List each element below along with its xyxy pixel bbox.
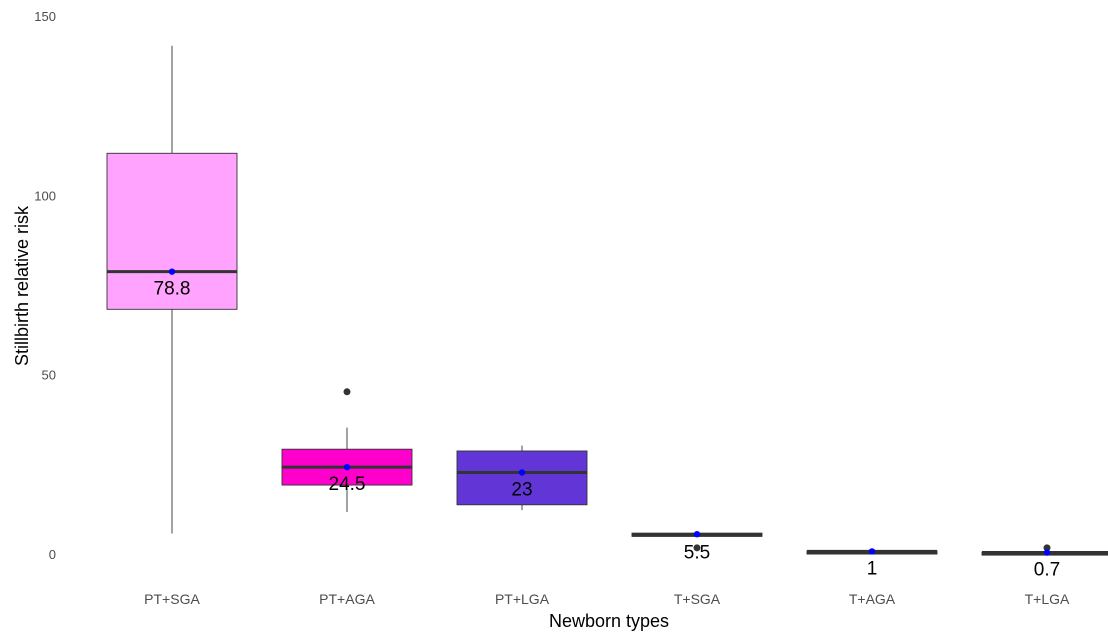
x-tick-label: T+SGA — [674, 591, 721, 607]
mean-point — [693, 530, 701, 538]
x-tick-label: PT+LGA — [495, 591, 550, 607]
data-label: 0.7 — [1034, 559, 1060, 580]
boxes-layer: 78.8 24.5 23 5.5 1 0.7 — [106, 45, 1108, 580]
data-label: 23 — [511, 480, 532, 501]
box-t-lga: 0.7 — [981, 544, 1108, 580]
y-axis: 0 50 100 150 — [34, 9, 56, 562]
data-label: 1 — [867, 558, 878, 579]
outlier-point — [343, 388, 351, 396]
outlier-point — [693, 544, 701, 552]
data-label: 5.5 — [684, 542, 710, 563]
box-rect — [106, 152, 238, 310]
x-tick-label: T+AGA — [849, 591, 896, 607]
data-label: 24.5 — [329, 474, 366, 495]
y-axis-title: Stillbirth relative risk — [12, 205, 32, 366]
mean-point — [1043, 549, 1051, 556]
box-pt-aga: 24.5 — [281, 388, 413, 512]
y-tick-label: 100 — [34, 188, 56, 203]
x-tick-label: T+LGA — [1025, 591, 1070, 607]
x-axis: PT+SGA PT+AGA PT+LGA T+SGA T+AGA T+LGA — [144, 591, 1070, 607]
box-rect — [456, 450, 588, 506]
y-tick-label: 150 — [34, 9, 56, 24]
box-pt-sga: 78.8 — [106, 45, 238, 534]
x-tick-label: PT+AGA — [319, 591, 375, 607]
x-axis-title: Newborn types — [549, 611, 669, 631]
mean-point — [168, 268, 176, 275]
box-t-sga: 5.5 — [631, 530, 763, 563]
box-t-aga: 1 — [806, 548, 938, 579]
mean-point — [868, 548, 876, 555]
y-tick-label: 50 — [42, 368, 56, 383]
mean-point — [518, 469, 526, 476]
box-pt-lga: 23 — [456, 445, 588, 511]
y-tick-label: 0 — [49, 547, 56, 562]
data-label: 78.8 — [154, 279, 191, 300]
outlier-point — [1043, 544, 1051, 552]
x-tick-label: PT+SGA — [144, 591, 200, 607]
mean-point — [343, 463, 351, 471]
